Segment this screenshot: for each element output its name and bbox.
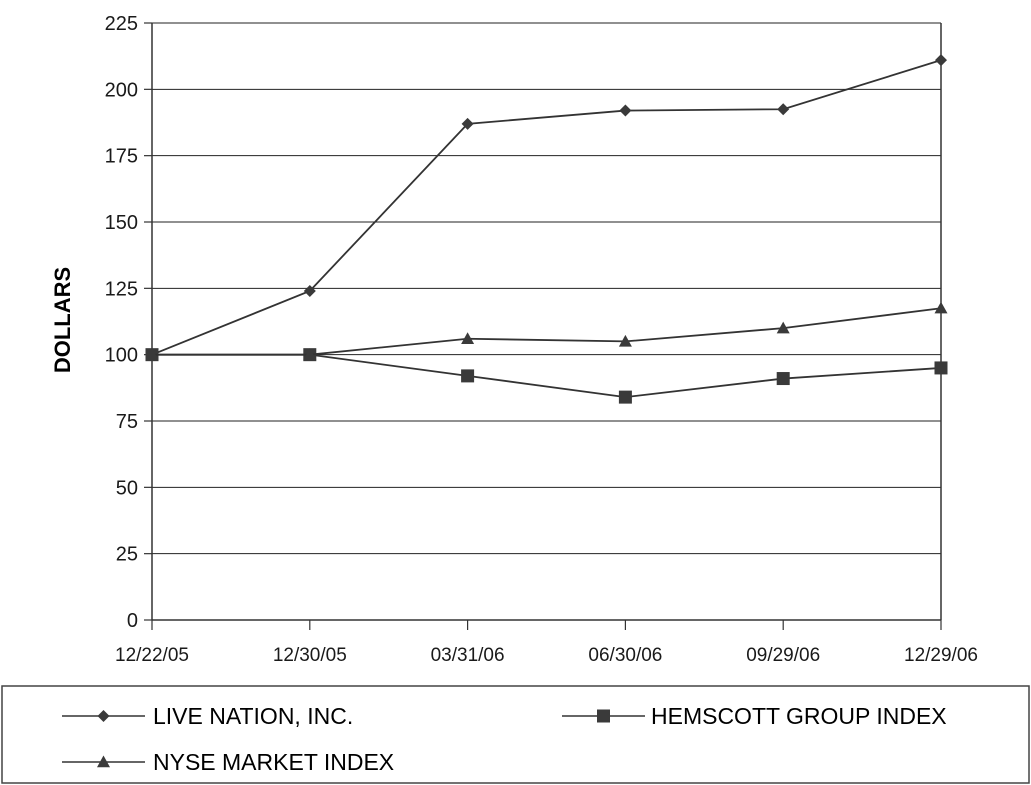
y-tick-label: 225: [105, 13, 138, 35]
y-tick-label: 125: [105, 278, 138, 300]
x-tick-label: 12/30/05: [273, 645, 347, 666]
data-point-square: [461, 369, 475, 383]
legend: LIVE NATION, INC. HEMSCOTT GROUP INDEX NYS…: [1, 685, 1030, 784]
series-square: [145, 348, 948, 404]
axes: [144, 22, 942, 630]
x-tick-label: 12/22/05: [115, 645, 189, 666]
data-point-diamond: [97, 710, 110, 722]
y-tick-label: 0: [127, 610, 138, 632]
gridlines: [152, 22, 941, 555]
legend-item-triangle: NYSE MARKET INDEX: [62, 749, 394, 775]
data-point-triangle: [303, 348, 317, 360]
legend-label: HEMSCOTT GROUP INDEX: [651, 703, 947, 729]
y-tick-label: 75: [116, 411, 138, 433]
data-point-diamond: [777, 103, 790, 116]
data-point-triangle: [776, 321, 790, 334]
data-point-diamond: [935, 54, 947, 67]
x-tick-label: 09/29/06: [746, 645, 820, 666]
series-line-triangle: [152, 307, 942, 356]
data-point-triangle: [934, 301, 948, 314]
series-triangle: [145, 301, 948, 360]
y-axis-label: DOLLARS: [50, 267, 75, 373]
data-point-triangle: [145, 348, 159, 360]
data-point-square: [618, 390, 632, 404]
data-point-triangle: [461, 332, 475, 344]
y-tick-label: 50: [116, 477, 138, 499]
y-tick-label: 150: [105, 212, 138, 234]
x-tick-label: 12/29/06: [904, 645, 978, 666]
data-point-square: [597, 709, 610, 723]
legend-box: [1, 685, 1030, 784]
series-diamond: [146, 54, 947, 361]
series-line-square: [152, 353, 942, 399]
legend-item-diamond: LIVE NATION, INC.: [62, 703, 353, 729]
data-point-diamond: [461, 117, 474, 130]
tick-labels: 0 25 50 75 100 125 150 175 200 225 12/22/05 12/30/0…: [105, 13, 978, 666]
data-point-diamond: [303, 284, 316, 297]
series: [145, 54, 948, 404]
series-line-diamond: [151, 59, 942, 356]
legend-label: NYSE MARKET INDEX: [153, 749, 394, 775]
data-point-diamond: [619, 104, 632, 117]
data-point-triangle: [618, 334, 632, 347]
y-tick-label: 200: [105, 79, 138, 101]
x-tick-label: 06/30/06: [588, 645, 662, 666]
data-point-square: [934, 361, 948, 375]
y-tick-label: 100: [105, 345, 138, 367]
x-tick-label: 03/31/06: [431, 645, 505, 666]
y-tick-label: 25: [116, 544, 138, 566]
y-tick-label: 175: [105, 146, 138, 168]
legend-label: LIVE NATION, INC.: [153, 703, 353, 729]
legend-item-square: HEMSCOTT GROUP INDEX: [562, 703, 947, 729]
data-point-triangle: [97, 755, 110, 768]
data-point-square: [776, 372, 790, 386]
